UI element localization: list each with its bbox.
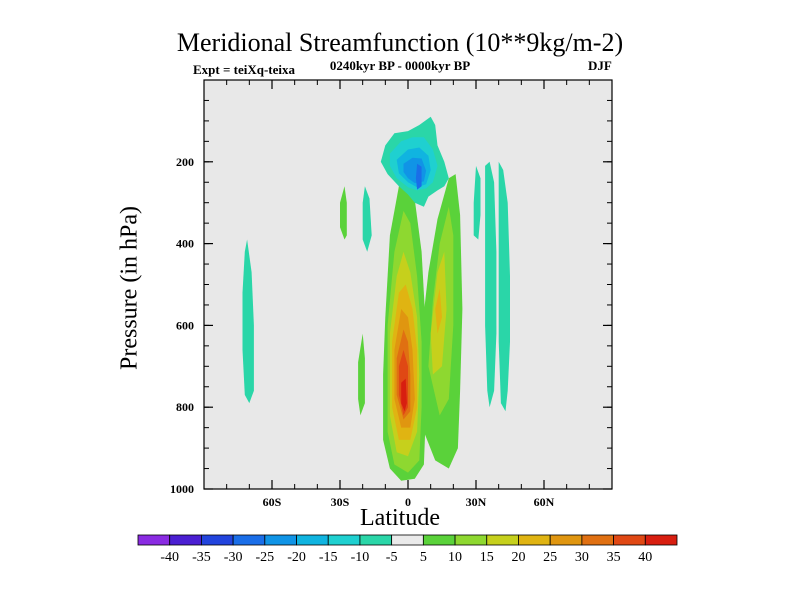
colorbar-swatch [296,534,329,546]
colorbar-label: -15 [319,550,338,565]
x-tick-label: 60N [534,495,555,509]
colorbar-swatch [613,534,646,546]
colorbar-label: 10 [448,550,462,565]
colorbar-label: -40 [160,550,179,565]
contour-neg-blob-18s [362,186,372,252]
contour-neg-band-south [242,239,254,404]
colorbar-label: 35 [607,550,621,565]
contour-pos-column-40 [401,378,407,412]
y-tick-label: 1000 [170,482,194,496]
colorbar-label: -10 [351,550,370,565]
colorbar-label: 40 [638,550,652,565]
x-tick-label: 30S [331,495,350,509]
colorbar-label: -25 [255,550,274,565]
experiment-label: Expt = teiXq-teixa [193,62,296,77]
colorbar: -40 -35 -30 -25 -20 -15 -10 -5 5 10 15 20 25 30 35 40 [137,534,678,565]
colorbar-label: -30 [224,550,243,565]
y-tick-label: 800 [176,400,194,414]
colorbar-swatch [264,534,297,546]
y-tick-label: 200 [176,155,194,169]
x-tick-label: 30N [466,495,487,509]
colorbar-swatch [518,534,551,546]
colorbar-label: 5 [420,550,427,565]
colorbar-swatch [422,534,456,546]
colorbar-label: 15 [480,550,494,565]
colorbar-label: -20 [287,550,306,565]
colorbar-swatch [201,534,234,546]
contour-pos-lobe-20 [435,288,442,334]
x-axis-label: Latitude [360,505,440,531]
x-tick-label: 0 [405,495,411,509]
colorbar-label: -5 [386,550,398,565]
colorbar-label: 25 [543,550,557,565]
axes: 200 400 600 800 1000 60S 30S 0 30N 60N [170,79,613,509]
season-label: DJF [588,58,612,73]
contour-pos-blob-27s [340,186,347,240]
colorbar-label: 20 [511,550,525,565]
x-tick-label: 60S [263,495,282,509]
contour-pos-blob-20s [358,333,365,416]
colorbar-swatch [327,534,361,546]
colorbar-swatch [549,534,583,546]
colorbar-swatch [169,534,202,546]
y-tick-label: 400 [176,237,194,251]
chart-title: Meridional Streamfunction (10**9kg/m-2) [176,28,624,57]
colorbar-swatch [137,534,171,546]
colorbar-swatch [454,534,488,546]
plot-area [204,80,612,489]
colorbar-swatch [581,534,614,546]
colorbar-swatch [644,534,678,546]
y-tick-label: 600 [176,318,194,332]
contour-neg-blob-30n [473,165,481,240]
contour-neg-band-north-b [498,161,510,412]
colorbar-swatch [486,534,519,546]
contour-neg-band-north-a [485,161,497,408]
contour-neg-cell-25 [415,163,422,190]
colorbar-swatch [232,534,266,546]
colorbar-label: 30 [575,550,589,565]
colorbar-label: -35 [192,550,211,565]
period-label: 0240kyr BP - 0000kyr BP [329,58,471,73]
colorbar-swatch [391,534,424,546]
colorbar-swatch [359,534,393,546]
